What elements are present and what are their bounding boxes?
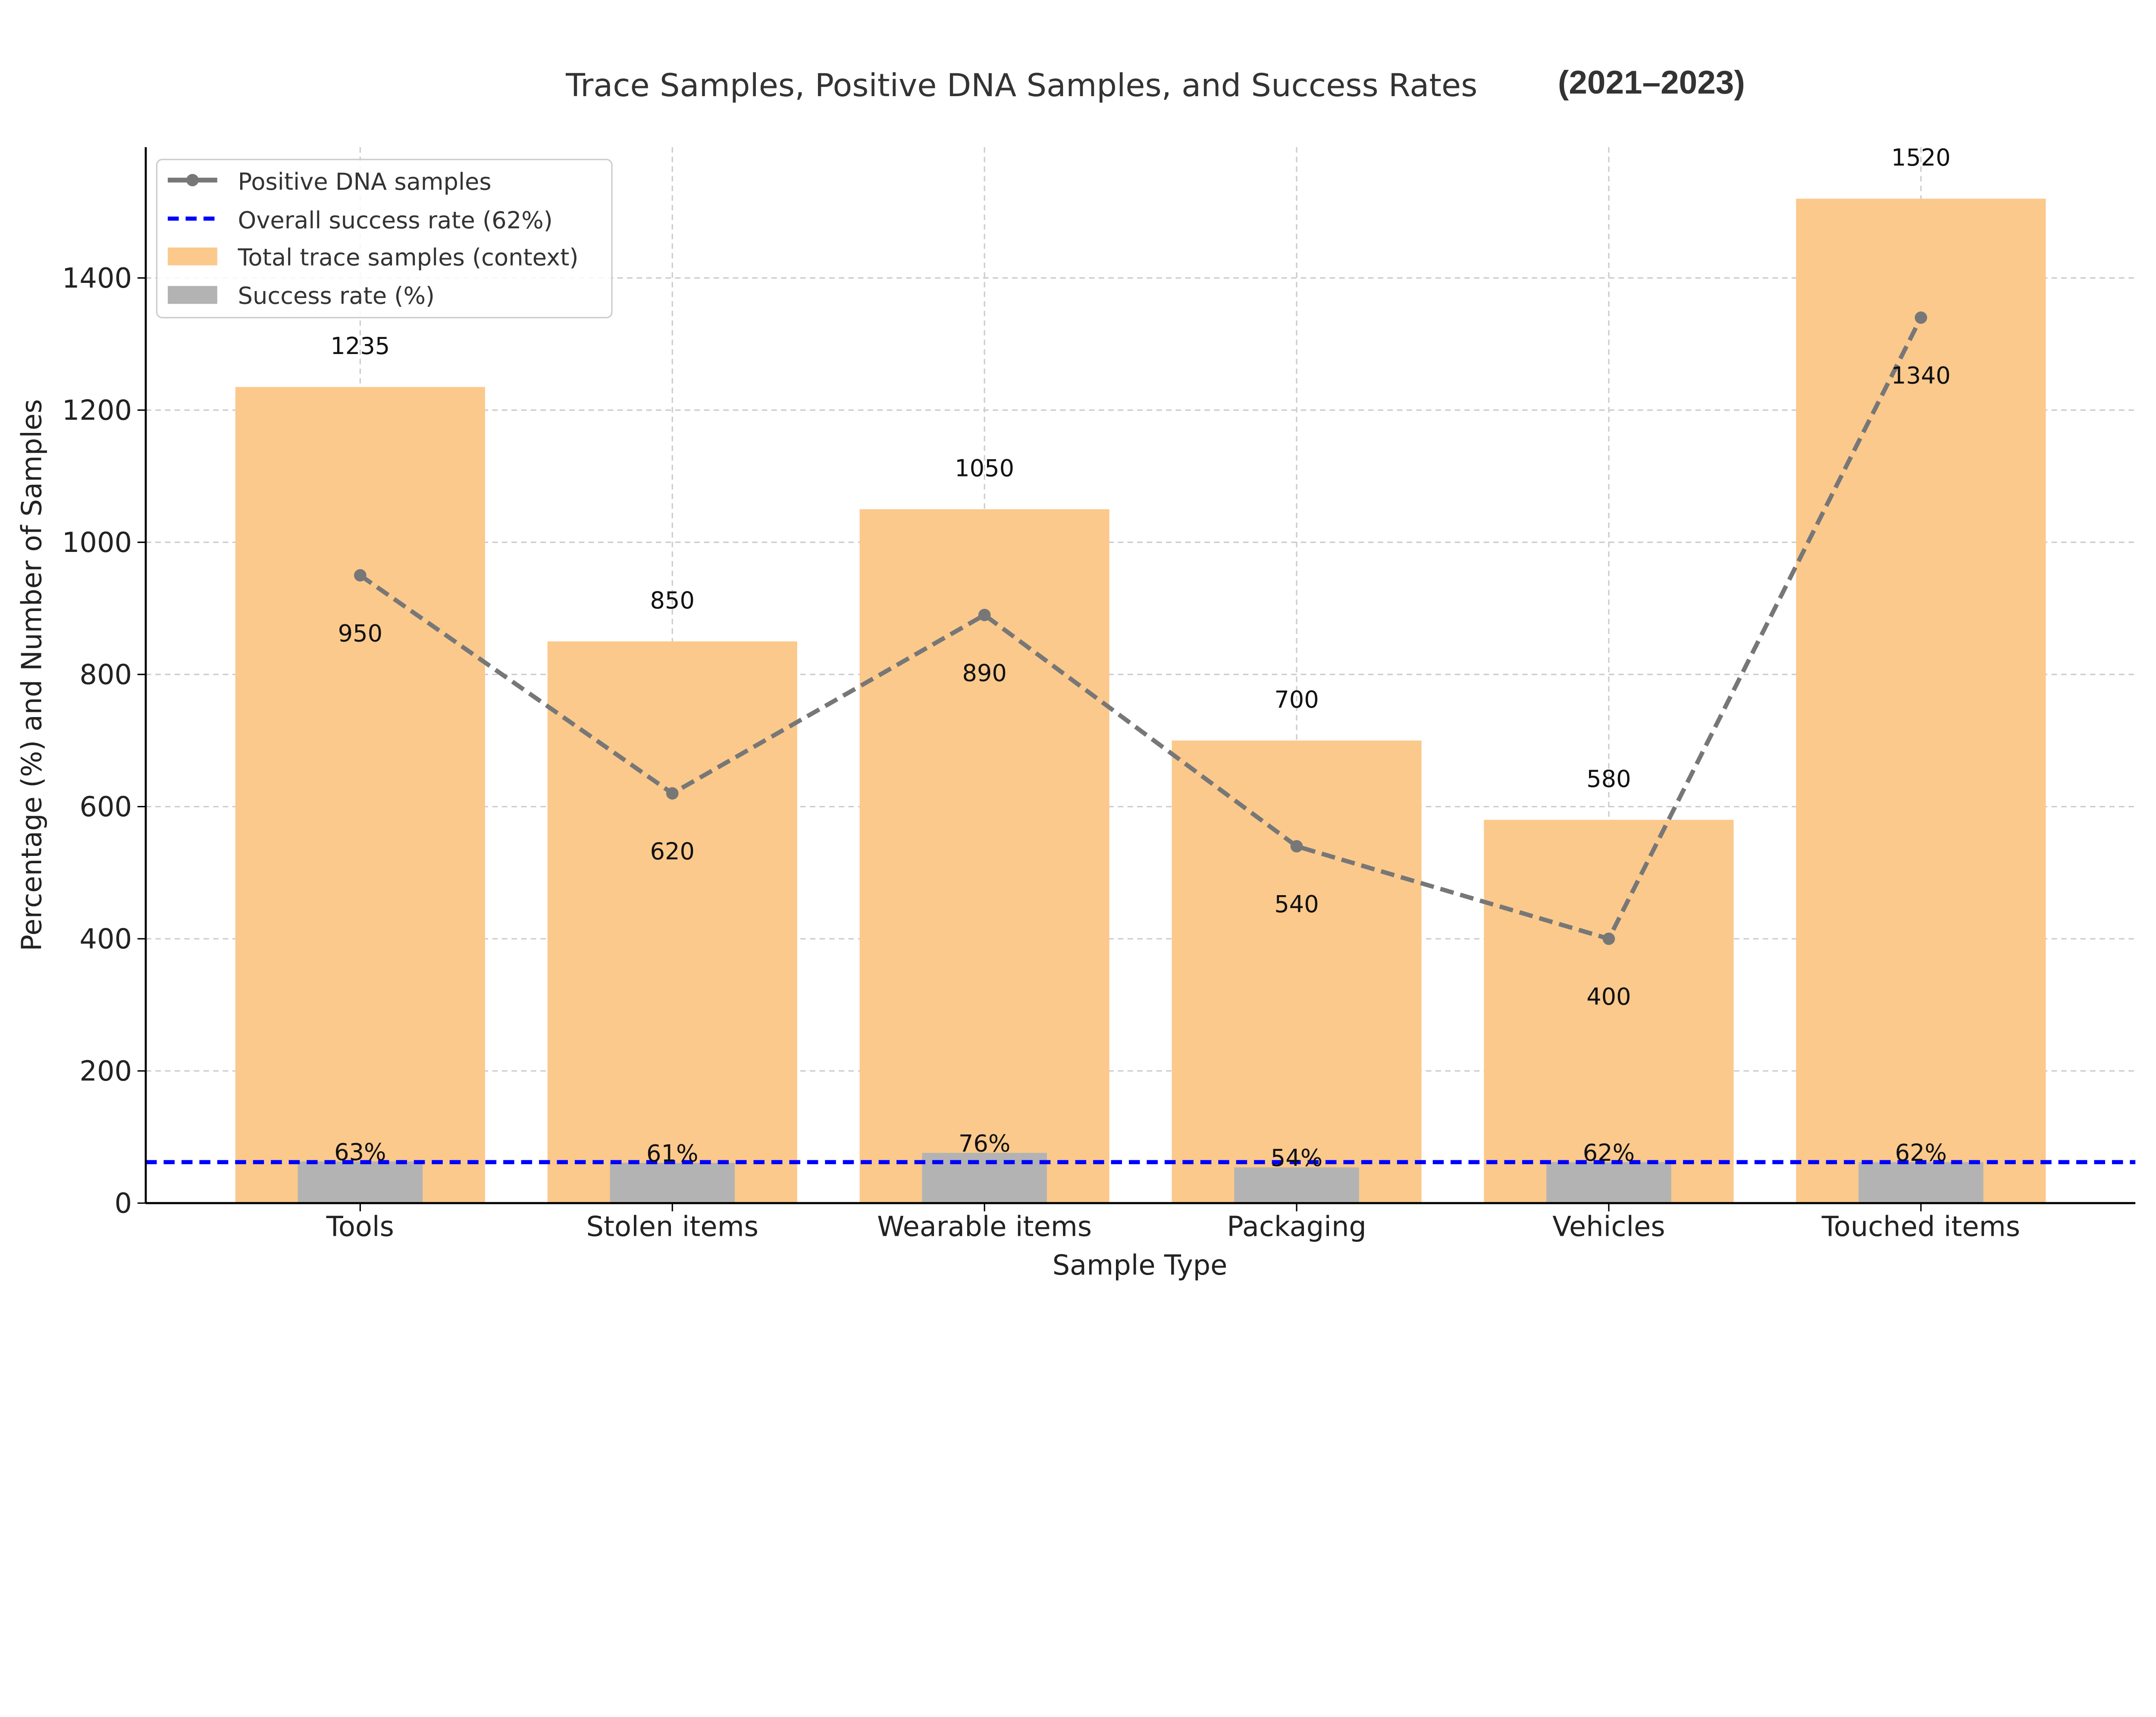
y-tick-label: 800 — [79, 659, 132, 691]
y-tick-label: 200 — [79, 1056, 132, 1087]
legend-label: Overall success rate (62%) — [238, 207, 553, 234]
success-rate-bar — [1546, 1162, 1671, 1203]
data-labels: 1235 850 1050 700 580 1520 63% 61% 76% 54% 62% 62% 9… — [330, 144, 1950, 1172]
positive-dna-point — [978, 608, 991, 621]
y-tick-label: 1400 — [62, 263, 132, 295]
x-axis-label: Sample Type — [1053, 1250, 1228, 1281]
legend: Positive DNA samples Overall success rat… — [156, 159, 613, 319]
positive-dna-label: 1340 — [1891, 362, 1951, 389]
positive-dna-label: 400 — [1586, 983, 1631, 1010]
positive-dna-label: 950 — [338, 620, 382, 647]
bars — [235, 198, 2046, 1203]
positive-dna-point — [1915, 311, 1927, 324]
total-bar — [1172, 740, 1422, 1203]
total-label: 850 — [650, 587, 695, 614]
total-bar — [859, 509, 1109, 1203]
success-rate-label: 61% — [646, 1140, 698, 1167]
y-axis-label: Percentage (%) and Number of Samples — [16, 399, 48, 951]
success-rate-label: 76% — [959, 1130, 1010, 1157]
success-rate-bar — [1858, 1162, 1984, 1203]
total-label: 1050 — [955, 454, 1014, 482]
positive-dna-label: 540 — [1274, 891, 1319, 918]
total-label: 1520 — [1891, 144, 1951, 171]
positive-dna-point — [1290, 840, 1303, 852]
total-bar — [235, 387, 485, 1203]
total-bar — [1796, 198, 2046, 1203]
y-tick-label: 1000 — [62, 527, 132, 559]
legend-label: Positive DNA samples — [238, 168, 492, 195]
legend-frame — [156, 159, 613, 319]
legend-label: Total trace samples (context) — [238, 244, 579, 271]
total-label: 1235 — [330, 332, 390, 360]
positive-dna-label: 620 — [650, 838, 695, 865]
positive-dna-line — [359, 316, 1923, 942]
axes: 0 200 400 600 800 1000 1200 1400 Tools Stolen ite… — [62, 147, 2136, 1243]
x-tick-label: Stolen items — [586, 1211, 758, 1243]
success-rate-bar — [610, 1162, 735, 1203]
success-rate-label: 62% — [1895, 1139, 1947, 1166]
legend-swatch-gray — [168, 286, 217, 304]
x-tick-label: Packaging — [1227, 1211, 1366, 1243]
success-rate-label: 63% — [334, 1138, 386, 1166]
total-bar — [547, 641, 797, 1203]
positive-dna-point — [666, 787, 679, 800]
chart-title-years: (2021–2023) — [1558, 64, 1745, 101]
y-tick-label: 1200 — [62, 395, 132, 426]
legend-label: Success rate (%) — [238, 282, 435, 310]
x-tick-label: Vehicles — [1552, 1211, 1665, 1243]
chart-title: Trace Samples, Positive DNA Samples, and… — [565, 67, 1477, 104]
x-tick-label: Touched items — [1821, 1211, 2020, 1243]
y-tick-label: 400 — [79, 923, 132, 955]
positive-dna-point — [1602, 932, 1615, 945]
positive-dna-point — [354, 569, 367, 582]
success-rate-label: 62% — [1583, 1139, 1635, 1166]
success-rate-label: 54% — [1271, 1144, 1322, 1172]
line-series — [146, 311, 2136, 1164]
y-tick-label: 0 — [115, 1187, 132, 1219]
y-tick-label: 600 — [79, 791, 132, 823]
legend-swatch-orange — [168, 247, 217, 266]
success-rate-bar — [1234, 1167, 1359, 1203]
success-rate-bar — [298, 1161, 423, 1203]
x-tick-label: Tools — [326, 1211, 394, 1243]
x-tick-label: Wearable items — [877, 1211, 1092, 1243]
chart: Trace Samples, Positive DNA Samples, and… — [16, 64, 2136, 1281]
legend-marker-icon — [186, 174, 199, 187]
total-bar — [1484, 820, 1734, 1203]
total-label: 700 — [1274, 686, 1319, 713]
total-label: 580 — [1586, 765, 1631, 793]
positive-dna-label: 890 — [962, 659, 1006, 686]
